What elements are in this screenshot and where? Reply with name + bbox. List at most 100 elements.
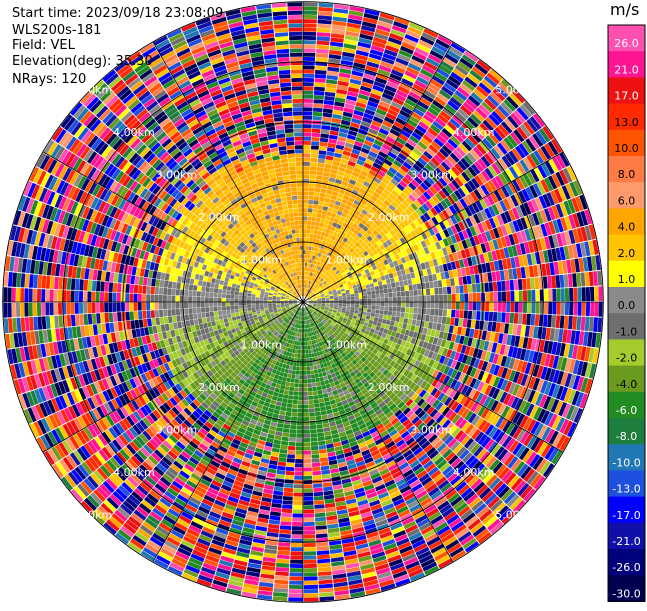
gate-cell: [315, 517, 326, 522]
gate-cell: [416, 277, 421, 283]
gate-cell: [315, 412, 321, 417]
gate-cell: [276, 427, 283, 432]
gate-cell: [303, 175, 309, 179]
gate-cell: [304, 576, 318, 580]
gate-cell: [277, 380, 282, 385]
gate-cell: [447, 294, 451, 301]
gate-cell: [307, 366, 311, 370]
gate-cell: [281, 517, 292, 522]
gate-cell: [290, 425, 296, 429]
gate-cell: [303, 238, 306, 242]
gate-cell: [375, 286, 380, 290]
gate-cell: [276, 559, 289, 564]
gate-cell: [413, 308, 417, 314]
gate-cell: [506, 291, 510, 301]
gate-cell: [285, 412, 291, 417]
gate-cell: [313, 200, 318, 205]
gate-cell: [305, 341, 307, 345]
gate-cell: [561, 288, 565, 301]
gate-cell: [282, 398, 288, 403]
gate-cell: [366, 316, 371, 320]
gate-cell: [383, 284, 388, 289]
gate-cell: [381, 276, 386, 281]
gate-cell: [458, 277, 463, 285]
gate-cell: [320, 381, 325, 386]
gate-cell: [426, 309, 430, 315]
gate-cell: [303, 32, 316, 36]
gate-cell: [296, 345, 299, 349]
gate-cell: [303, 149, 311, 153]
gate-cell: [425, 315, 430, 322]
gate-cell: [311, 145, 319, 149]
gate-cell: [405, 307, 409, 312]
gate-cell: [510, 280, 515, 291]
gate-cell: [306, 354, 309, 358]
gate-cell: [293, 366, 297, 370]
gate-cell: [384, 293, 388, 297]
gate-cell: [447, 302, 451, 309]
gate-cell: [413, 290, 417, 296]
gate-cell: [510, 313, 515, 324]
gate-cell: [303, 133, 311, 137]
gate-cell: [388, 293, 392, 298]
gate-cell: [594, 302, 598, 317]
gate-cell: [280, 411, 286, 416]
gate-cell: [294, 354, 297, 358]
gate-cell: [334, 304, 338, 306]
gate-cell: [552, 289, 556, 302]
gate-cell: [582, 287, 586, 301]
gate-cell: [297, 417, 303, 421]
gate-cell: [443, 302, 447, 309]
gate-cell: [304, 484, 313, 488]
gate-cell: [313, 395, 318, 400]
gate-cell: [406, 296, 410, 301]
gate-cell: [303, 191, 308, 195]
gate-cell: [286, 382, 291, 387]
gate-cell: [389, 302, 393, 306]
gate-cell: [317, 231, 321, 236]
gate-cell: [455, 286, 459, 294]
gate-cell: [402, 323, 407, 329]
gate-cell: [438, 316, 443, 323]
gate-cell: [317, 209, 322, 214]
gate-cell: [446, 279, 451, 287]
gate-cell: [303, 388, 307, 392]
gate-cell: [313, 488, 323, 493]
gate-cell: [278, 393, 284, 398]
gate-cell: [522, 314, 527, 325]
gate-cell: [298, 346, 301, 350]
gate-cell: [475, 274, 480, 283]
gate-cell: [452, 294, 456, 302]
gate-cell: [281, 381, 286, 386]
gate-cell: [501, 312, 506, 322]
gate-cell: [451, 310, 456, 318]
gate-cell: [321, 411, 327, 416]
gate-cell: [401, 307, 405, 312]
gate-cell: [598, 302, 602, 317]
gate-cell: [326, 384, 331, 389]
gate-cell: [314, 504, 324, 509]
gate-cell: [313, 108, 323, 113]
gate-cell: [424, 276, 429, 283]
gate-cell: [385, 298, 389, 302]
gate-cell: [320, 218, 325, 223]
gate-cell: [288, 395, 293, 399]
gate-cell: [284, 369, 288, 374]
gate-cell: [311, 438, 318, 442]
gate-cell: [585, 317, 590, 331]
gate-cell: [346, 307, 350, 310]
gate-cell: [377, 277, 382, 282]
gate-cell: [311, 442, 318, 446]
gate-cell: [282, 509, 293, 514]
gate-cell: [285, 475, 294, 480]
gate-cell: [298, 396, 303, 400]
gate-cell: [510, 302, 514, 312]
gate-cell: [303, 65, 315, 69]
gate-cell: [547, 315, 552, 328]
gate-cell: [435, 302, 439, 309]
gate-cell: [289, 433, 296, 437]
gate-cell: [274, 409, 280, 414]
gate-cell: [439, 295, 443, 302]
gate-cell: [484, 283, 489, 292]
gate-cell: [350, 307, 354, 310]
